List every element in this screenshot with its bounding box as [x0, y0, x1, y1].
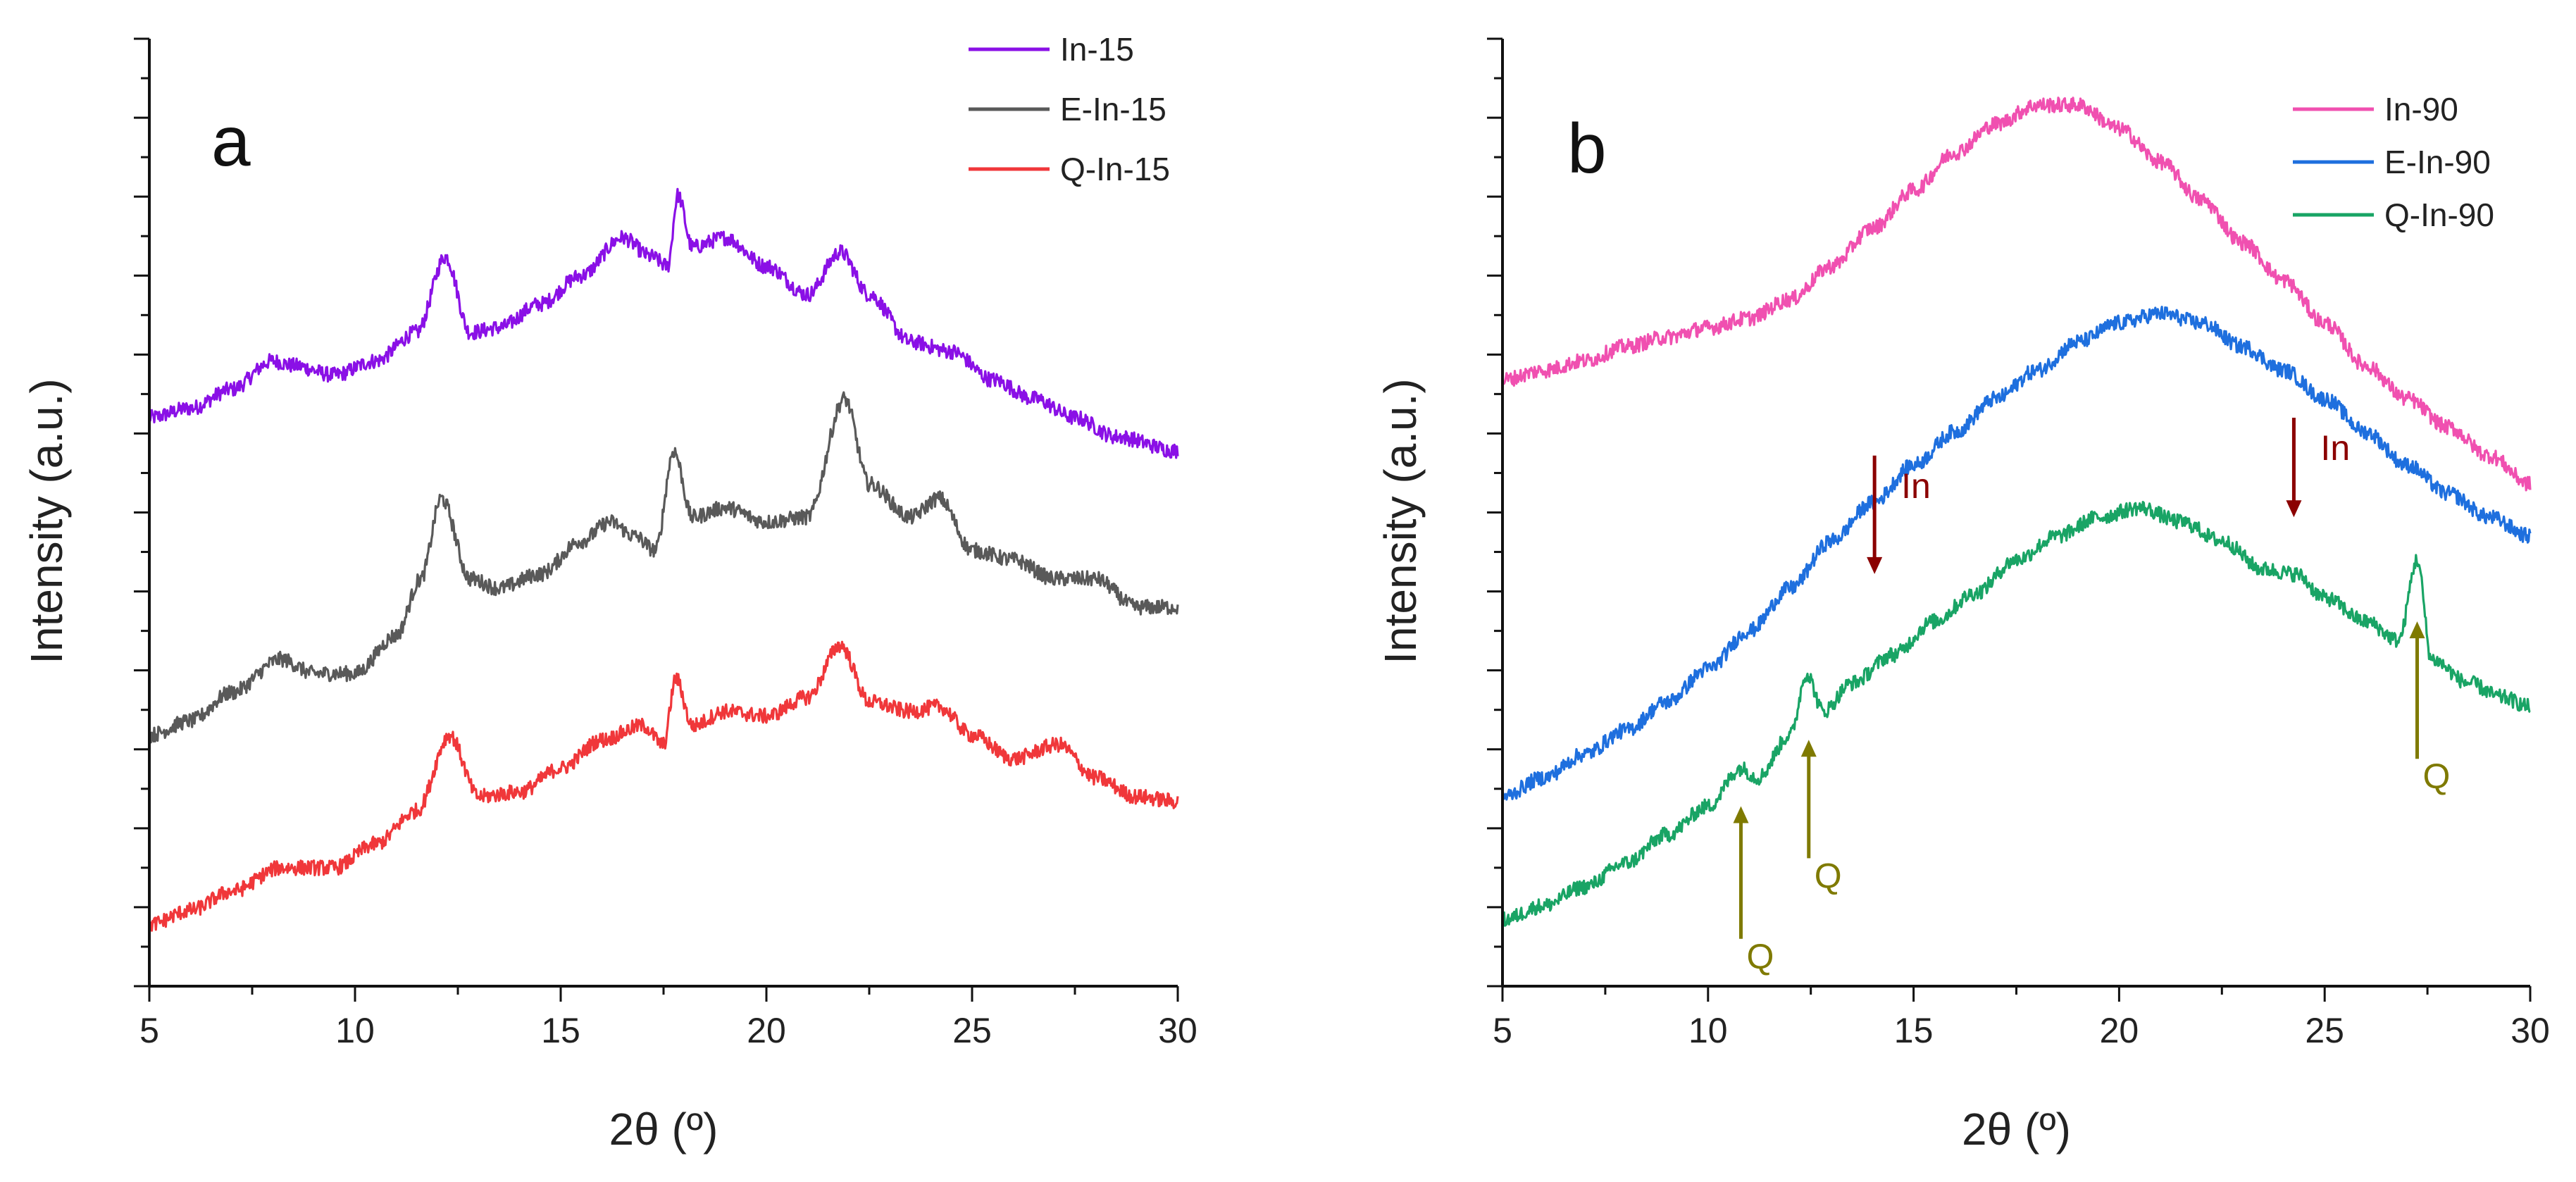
series-line-q-in-90 — [1501, 501, 2531, 927]
panel-a: 5 10 15 20 25 30 2θ (º) Intensity (a.u.) a In-15 E… — [21, 31, 1197, 1155]
series-line-q-in-15 — [148, 640, 1179, 932]
annotation-arrow-head — [1733, 806, 1749, 823]
x-tick-label: 30 — [1158, 1011, 1197, 1050]
y-axis-title: Intensity (a.u.) — [21, 378, 72, 664]
legend-label: E-In-15 — [1060, 91, 1166, 127]
legend-label: E-In-90 — [2384, 144, 2491, 180]
legend-label: In-90 — [2384, 91, 2458, 127]
annotation-label: Q — [1746, 937, 1774, 976]
annotation-label: In — [2320, 428, 2350, 468]
legend-label: Q-In-15 — [1060, 151, 1170, 187]
x-tick-label: 25 — [952, 1011, 992, 1050]
annotation-arrow-head — [1867, 556, 1883, 574]
panel-label: b — [1567, 109, 1607, 188]
x-tick-label: 15 — [541, 1011, 580, 1050]
panel-label: a — [211, 102, 251, 181]
annotation-label: Q — [1815, 856, 1842, 895]
x-tick-label: 15 — [1894, 1011, 1934, 1050]
series-line-in-15 — [148, 187, 1179, 459]
x-axis-title: 2θ (º) — [609, 1104, 718, 1155]
series-line-e-in-15 — [148, 391, 1179, 744]
annotation-arrow-head — [2286, 500, 2302, 518]
legend-label: In-15 — [1060, 31, 1134, 68]
x-tick-label: 5 — [139, 1011, 159, 1050]
y-axis-title: Intensity (a.u.) — [1375, 378, 1426, 664]
x-tick-label: 10 — [335, 1011, 375, 1050]
x-tick-label: 30 — [2510, 1011, 2550, 1050]
annotation-arrow-head — [2409, 621, 2425, 639]
x-tick-label: 10 — [1688, 1011, 1728, 1050]
x-tick-label: 20 — [747, 1011, 786, 1050]
x-tick-label: 5 — [1493, 1011, 1512, 1050]
annotation-arrow-head — [1800, 740, 1817, 757]
x-tick-label: 20 — [2100, 1011, 2139, 1050]
series-line-e-in-90 — [1501, 306, 2532, 801]
x-axis-title: 2θ (º) — [1962, 1104, 2071, 1155]
x-tick-label: 25 — [2305, 1011, 2344, 1050]
series-line-in-90 — [1502, 97, 2532, 492]
annotation-label: Q — [2423, 757, 2451, 796]
legend-label: Q-In-90 — [2384, 197, 2494, 233]
panel-b: 5 10 15 20 25 30 2θ (º) Intensity (a.u.) b In-90 E… — [1375, 37, 2550, 1155]
annotation-label: In — [1901, 466, 1931, 506]
